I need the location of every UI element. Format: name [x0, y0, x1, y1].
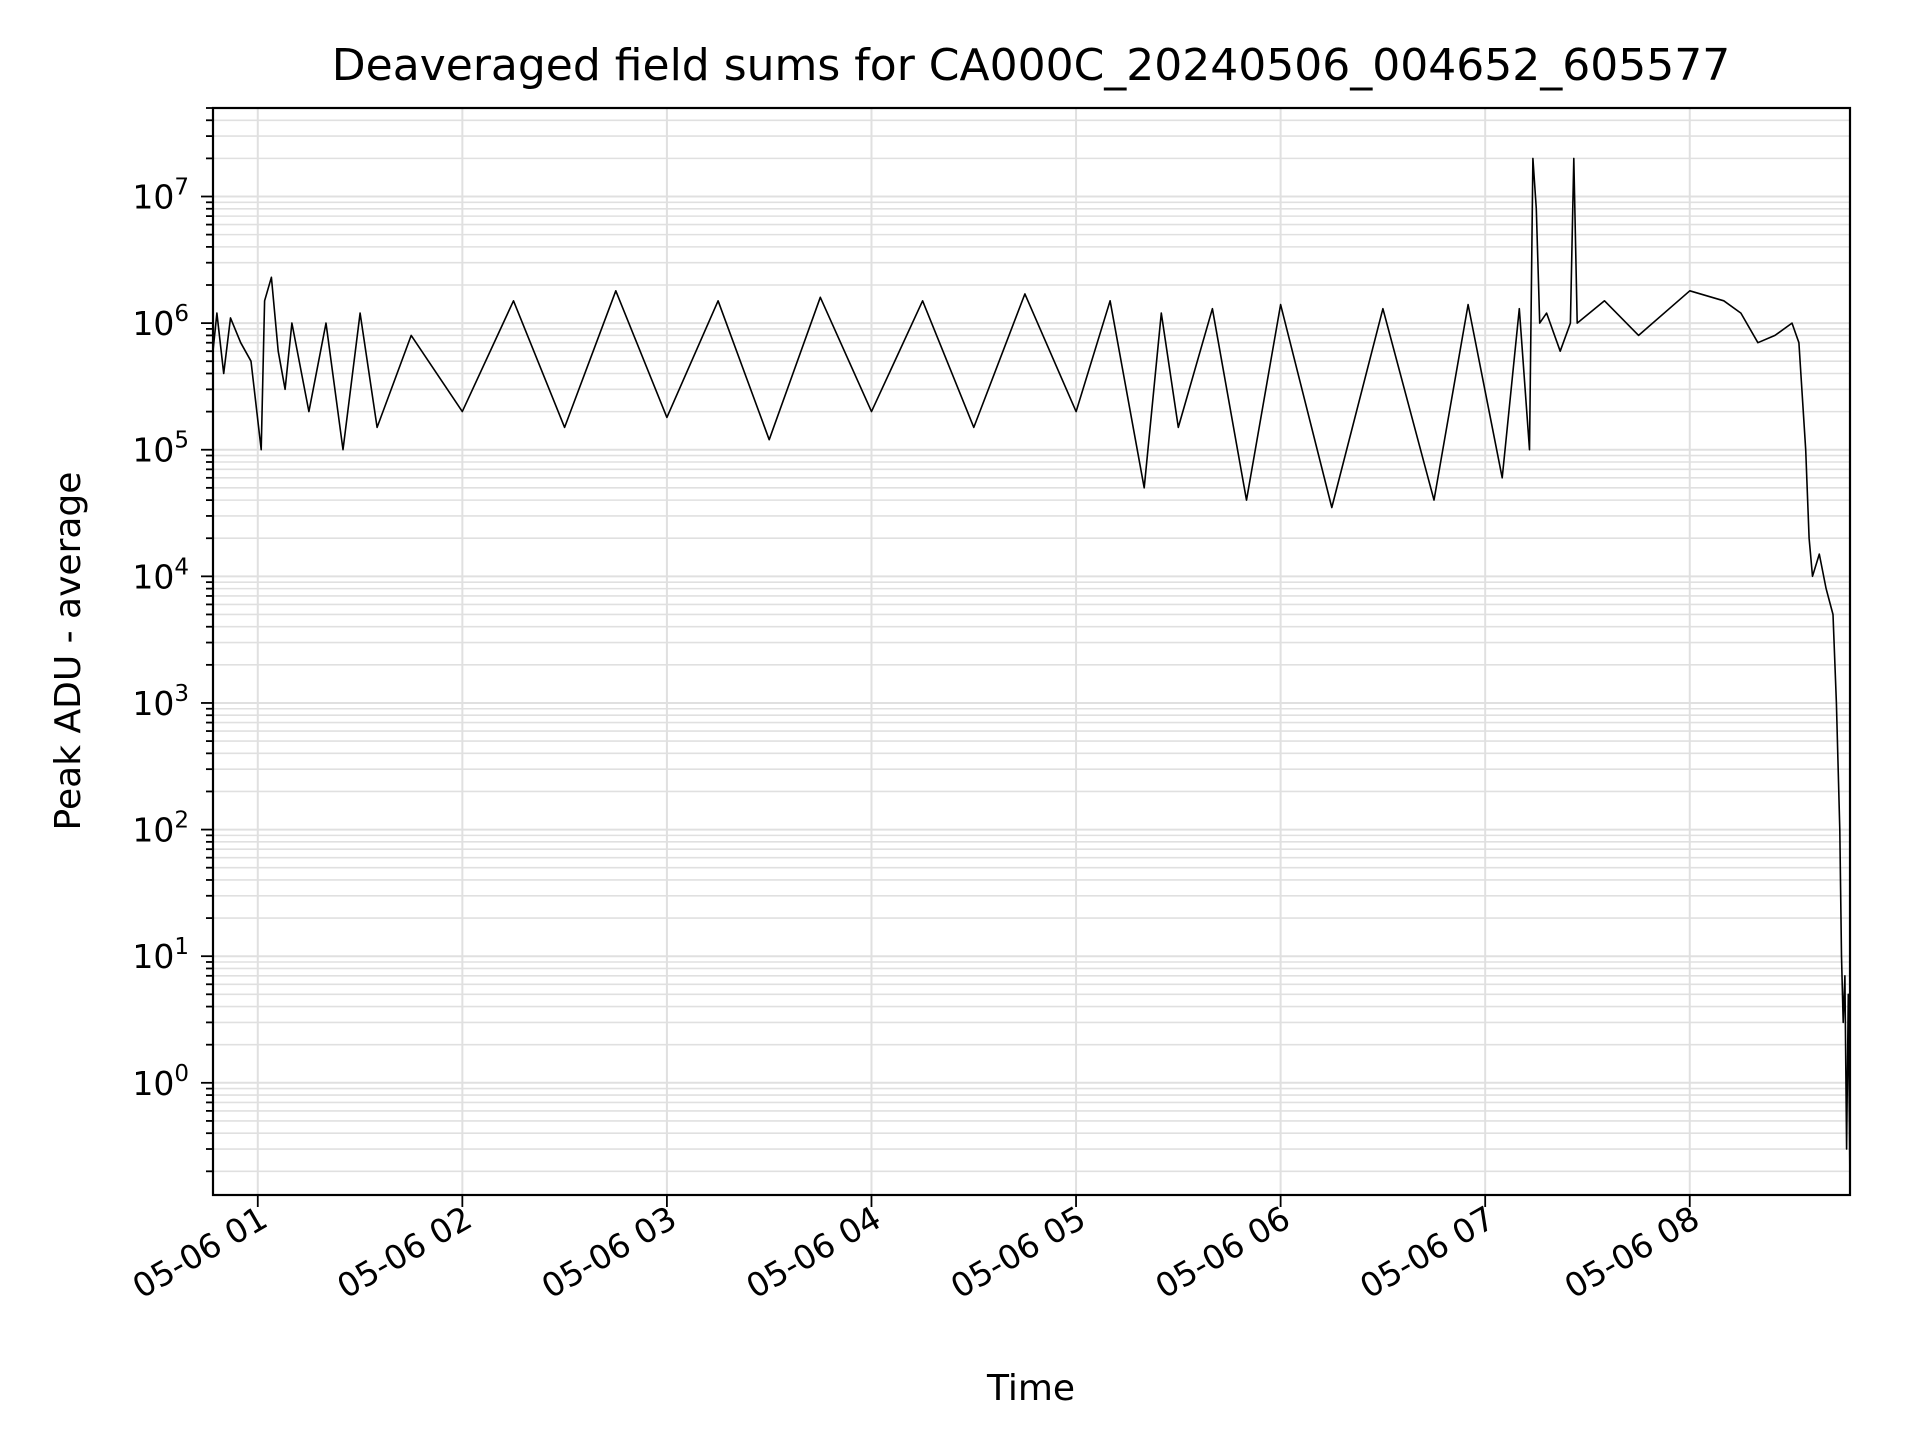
y-tick-label: 107: [132, 175, 189, 217]
y-tick-label: 100: [132, 1061, 189, 1103]
series-line: [212, 157, 1851, 1188]
chart-title: Deaveraged field sums for CA000C_2024050…: [332, 40, 1730, 91]
y-tick-label: 105: [132, 428, 189, 470]
y-tick-label: 102: [132, 808, 189, 850]
y-axis-label: Peak ADU - average: [48, 472, 89, 831]
x-axis-label: Time: [986, 1368, 1075, 1409]
y-axis: 100 101 102 103 104 105 106 107: [132, 107, 213, 1173]
y-tick-label: 103: [132, 681, 189, 723]
y-tick-label: 104: [132, 554, 189, 596]
plot-frame: [211, 106, 1852, 1197]
y-tick-label: 101: [132, 934, 189, 976]
series-group: [212, 157, 1851, 1188]
y-tick-label: 106: [132, 301, 189, 343]
